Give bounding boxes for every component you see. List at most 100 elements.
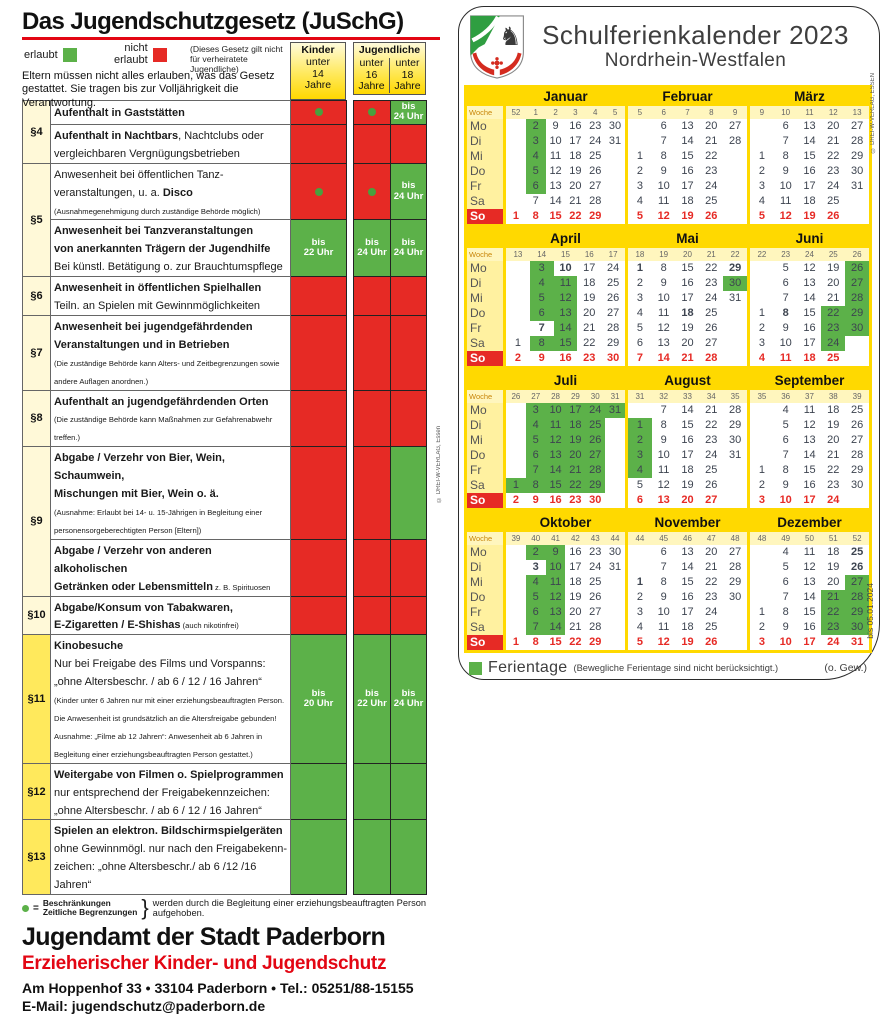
month-days: 2 9 16 23 xyxy=(628,164,747,179)
day-cell: 9 xyxy=(532,494,539,506)
header-line: Jahre xyxy=(358,80,385,93)
week-number: 12 xyxy=(828,108,838,117)
law-text: Weitergabe von Filmen o. Spielprogrammen… xyxy=(50,762,291,821)
day-cell: 27 xyxy=(728,546,742,558)
column-gap xyxy=(346,315,354,391)
day-cell: 10 xyxy=(657,606,670,618)
permission-cell xyxy=(290,314,347,391)
day-cell: 4 xyxy=(636,307,643,319)
week-number: 35 xyxy=(757,392,767,401)
day-cell: 6 xyxy=(782,434,789,446)
month-days: 5 12 19 26 xyxy=(750,209,869,224)
day-cell: 19 xyxy=(569,591,582,603)
day-cell: 22 xyxy=(827,464,840,476)
time-limit: 24 Uhr xyxy=(393,111,424,123)
day-cell: 18 xyxy=(583,277,596,289)
month-days: 3 10 17 24 31 xyxy=(506,134,625,149)
month-days: 7 14 21 28 xyxy=(506,321,625,336)
permission-cell xyxy=(290,819,347,896)
month-days: 3 10 17 24 31 xyxy=(750,179,869,194)
day-cell xyxy=(506,403,526,418)
day-cell xyxy=(605,433,625,448)
text-segment: Teiln. an Spielen mit Gewinnmöglichkeite… xyxy=(54,300,261,313)
law-text-line: zeichen: „ohne Altersbeschr./ ab 6 /12 /… xyxy=(54,857,287,893)
paragraph-label: §13 xyxy=(22,819,51,896)
day-row: Sa 1 8 15 22 29 5 12 19 26 2 9 16 23 30 xyxy=(467,478,869,493)
week-number: 40 xyxy=(531,534,541,543)
day-label: Do xyxy=(467,164,503,179)
day-cell: 14 xyxy=(657,352,670,364)
text-segment: Anwesenheit bei jugendgefährdenden xyxy=(54,320,253,333)
day-label: Do xyxy=(467,448,503,463)
text-segment: „ohne Altersbeschr. / ab 6 / 12 / 16 Jah… xyxy=(54,804,262,817)
day-cell: 30 xyxy=(845,620,869,635)
week-numbers: 39 40 41 42 43 44 xyxy=(506,532,625,545)
permission-cell: bis 20 Uhr xyxy=(290,634,347,764)
day-cell: 2 xyxy=(525,119,546,134)
day-cell: 19 xyxy=(681,479,694,491)
permission-cell xyxy=(290,446,347,540)
law-text: Kinobesuche Nur bei Freigabe des Films un… xyxy=(50,634,291,764)
day-cell: 18 xyxy=(681,195,694,207)
day-cell xyxy=(605,149,625,164)
day-cell: 9 xyxy=(538,352,545,364)
month-days: 6 13 20 27 xyxy=(628,336,747,351)
text-segment: Anwesenheit in öffentlichen Spielhallen xyxy=(54,282,262,295)
day-cell: 12 xyxy=(657,636,670,648)
day-cell: 7 xyxy=(782,292,789,304)
day-row: Mo 2 9 16 23 30 6 13 20 27 6 13 20 27 xyxy=(467,119,869,134)
day-cell: 3 xyxy=(636,292,643,304)
day-label: Fr xyxy=(467,321,503,336)
day-cell: 17 xyxy=(681,449,694,461)
day-cell xyxy=(750,261,774,276)
week-number: 21 xyxy=(706,250,716,259)
day-label: Do xyxy=(467,590,503,605)
day-cell: 13 xyxy=(657,337,670,349)
org-address: Am Hoppenhof 33 • 33104 Paderborn • Tel.… xyxy=(22,980,414,997)
text-segment: Weitergabe von Filmen o. Spielprogrammen xyxy=(54,768,284,781)
month-days: 3 10 17 24 xyxy=(506,261,625,276)
day-cell: 23 xyxy=(705,591,718,603)
day-label: So xyxy=(467,493,503,508)
month-days: 1 8 15 22 29 xyxy=(506,478,625,493)
day-cell: 20 xyxy=(827,434,840,446)
law-table-body: §4 Aufenthalt in Gaststätten bis 24 Uhr Aufe… xyxy=(22,100,427,896)
day-cell xyxy=(506,179,526,194)
day-cell: 7 xyxy=(782,135,789,147)
day-row: Di 4 11 18 25 2 9 16 23 30 6 13 20 27 xyxy=(467,276,869,291)
day-cell: 19 xyxy=(565,433,586,448)
day-cell: 28 xyxy=(728,404,742,416)
header-line: Jahre xyxy=(394,80,421,93)
month-days: 3 10 17 24 xyxy=(750,336,869,351)
day-cell: 22 xyxy=(821,306,846,321)
week-number: 45 xyxy=(659,534,669,543)
day-cell: 10 xyxy=(545,560,566,575)
day-cell: 25 xyxy=(705,307,718,319)
day-cell: 12 xyxy=(545,590,566,605)
time-limit: 22 Uhr xyxy=(357,698,387,710)
day-cell: 22 xyxy=(569,636,582,648)
day-cell: 3 xyxy=(525,403,546,418)
day-cell: 7 xyxy=(660,404,667,416)
day-cell: 6 xyxy=(782,576,789,588)
law-text-line: „ohne Altersbeschr. / ab 6 / 12 / 16 Jah… xyxy=(54,801,287,819)
law-text-line: Bei künstl. Betätigung o. zur Brauchtums… xyxy=(54,257,287,275)
day-cell: 15 xyxy=(803,307,816,319)
day-row: So 1 8 15 22 29 5 12 19 26 5 12 19 26 xyxy=(467,209,869,224)
month-days: 4 11 18 25 xyxy=(506,276,625,291)
day-cell: 24 xyxy=(606,262,620,274)
law-text-line: (Ausnahmegenehmigung durch zuständige Be… xyxy=(54,201,287,219)
law-row: Abgabe / Verzehr von anderen alkoholisch… xyxy=(23,538,427,597)
text-segment: (Ausnahme: Erlaubt bei 14- u. 15-Jährige… xyxy=(54,508,263,535)
day-cell: 4 xyxy=(782,546,789,558)
month-days: 4 11 18 25 xyxy=(750,403,869,418)
day-cell: 2 xyxy=(628,433,652,448)
title-underline xyxy=(22,37,440,40)
permission-cell xyxy=(353,446,391,540)
day-cell: 28 xyxy=(850,135,864,147)
month-days: 1 8 15 22 29 xyxy=(628,261,747,276)
day-cell: 22 xyxy=(705,262,718,274)
day-cell xyxy=(750,575,774,590)
day-cell: 1 xyxy=(636,576,643,588)
publisher-credit-right: © DREI-W-VERLAG, ESSEN xyxy=(870,73,876,153)
